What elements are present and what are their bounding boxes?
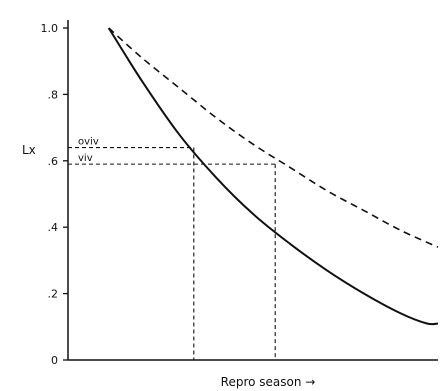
solid-survivorship-line	[107, 27, 439, 326]
y-ticks: 0 .2 .4 .6 .8 1.0	[41, 22, 68, 367]
annotation-label: viv	[78, 153, 93, 164]
dashed-survivorship-line	[108, 27, 439, 248]
reference-lines: oviv viv	[68, 137, 276, 360]
y-tick-label: .4	[48, 221, 59, 234]
y-axis-label: Lx	[22, 143, 36, 157]
y-tick-label: .8	[48, 88, 59, 101]
y-tick-label: .6	[48, 155, 59, 168]
y-tick-label: 0	[51, 354, 58, 367]
y-tick-label: .2	[48, 288, 59, 301]
y-tick-label: 1.0	[41, 22, 59, 35]
axes	[67, 20, 438, 361]
series-group	[107, 27, 439, 326]
annotation-label: oviv	[78, 137, 99, 148]
x-axis-label: Repro season →	[221, 375, 316, 389]
